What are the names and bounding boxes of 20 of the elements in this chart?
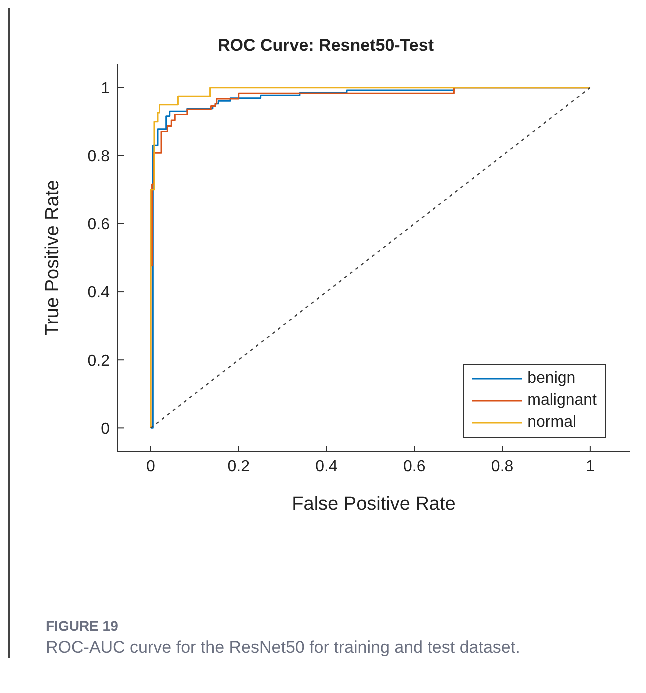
legend-label: malignant xyxy=(528,391,597,411)
y-tick-label: 0 xyxy=(101,420,110,438)
y-tick-label: 0.6 xyxy=(88,216,110,234)
text: ROC-AUC curve for the ResNet50 for training and test dataset. xyxy=(46,638,522,658)
y-tick-label: 0.4 xyxy=(88,284,110,302)
x-axis-title: False Positive Rate xyxy=(292,494,456,515)
chart-title: ROC Curve: Resnet50-Test xyxy=(216,36,436,56)
caption: FIGURE 19 xyxy=(46,618,120,634)
x-tick-label: 0.6 xyxy=(404,458,426,476)
y-tick-label: 0.8 xyxy=(88,148,110,166)
legend-label: normal xyxy=(528,413,577,433)
x-tick-label: 0.2 xyxy=(228,458,250,476)
x-tick-label: 1 xyxy=(586,458,595,476)
x-tick-label: 0 xyxy=(146,458,156,476)
y-axis-title: True Positive Rate xyxy=(42,180,64,336)
legend-label: benign xyxy=(528,369,576,389)
x-tick-label: 0.4 xyxy=(316,458,338,476)
y-tick-label: 0.2 xyxy=(88,352,110,370)
x-tick-label: 0.8 xyxy=(491,458,514,476)
y-tick-label: 1 xyxy=(101,80,110,98)
